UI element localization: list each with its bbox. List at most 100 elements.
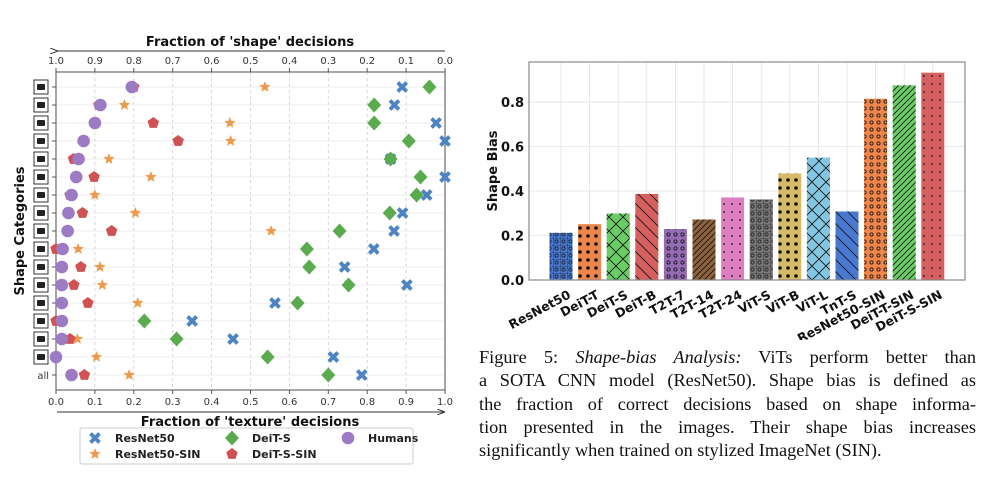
y-tick-label: 0.4 bbox=[501, 185, 524, 200]
x2-tick-label: 0.1 bbox=[398, 56, 414, 67]
y-tick-label: 0.0 bbox=[501, 274, 524, 289]
legend-marker-deit-s bbox=[225, 430, 239, 446]
caption-line: tion presented in the images. Their shap… bbox=[479, 416, 976, 437]
legend-marker-humans bbox=[341, 431, 355, 445]
data-point-deit-s bbox=[302, 259, 317, 275]
x-tick-label: 0.7 bbox=[320, 397, 336, 408]
data-point-deit-s bbox=[413, 169, 428, 185]
bar-deit-s-sin bbox=[921, 72, 945, 280]
bar-resnet50-sin bbox=[864, 98, 888, 281]
x-tick-label: 0.2 bbox=[126, 397, 142, 408]
caption-line: a SOTA CNN model (ResNet50). Shape bias … bbox=[479, 370, 976, 391]
dog-icon bbox=[33, 151, 49, 167]
x2-tick-label: 0.0 bbox=[437, 56, 453, 67]
caption-line: significantly when trained on stylized I… bbox=[479, 440, 882, 461]
data-point-deit-s bbox=[332, 223, 347, 239]
data-point-deit-s-sin bbox=[105, 225, 118, 236]
data-point-deit-s-sin bbox=[76, 207, 89, 218]
y-axis-label: Shape Categories bbox=[13, 166, 28, 295]
data-point-deit-s bbox=[382, 205, 397, 221]
data-point-resnet50-sin bbox=[225, 135, 237, 146]
data-point-resnet50-sin bbox=[118, 99, 131, 110]
data-point-deit-s bbox=[422, 79, 437, 95]
data-point-resnet50 bbox=[401, 279, 413, 291]
legend-label: ResNet50 bbox=[115, 432, 175, 445]
bar-resnet50 bbox=[549, 232, 573, 280]
legend-marker-resnet50 bbox=[89, 432, 101, 444]
data-point-resnet50-sin bbox=[103, 153, 115, 164]
x2-tick-label: 0.8 bbox=[126, 56, 142, 67]
data-point-resnet50 bbox=[338, 261, 351, 273]
data-point-resnet50 bbox=[227, 333, 239, 345]
bicycle-icon bbox=[33, 349, 49, 365]
boat-icon bbox=[33, 79, 49, 95]
x2-tick-label: 0.3 bbox=[320, 56, 336, 67]
data-point-resnet50 bbox=[396, 207, 409, 219]
data-point-resnet50 bbox=[388, 225, 400, 237]
bar-vit-s bbox=[749, 199, 773, 280]
data-point-humans bbox=[94, 98, 107, 112]
data-point-deit-s-sin bbox=[82, 297, 94, 308]
legend: ResNet50 ResNet50-SIN DeiT-S DeiT-S-SIN Huma… bbox=[79, 427, 419, 465]
y-tick-label: 0.2 bbox=[501, 230, 524, 245]
data-point-humans bbox=[55, 314, 69, 328]
figure-caption: Figure 5: Shape-bias Analysis: ViTs perf… bbox=[479, 346, 976, 462]
x2-tick-label: 0.2 bbox=[359, 56, 375, 67]
data-point-deit-s bbox=[299, 241, 314, 257]
legend-label: ResNet50-SIN bbox=[115, 448, 201, 461]
bar-vit-b bbox=[778, 173, 802, 280]
data-point-deit-s bbox=[367, 97, 382, 113]
data-point-humans bbox=[56, 242, 69, 256]
data-point-humans bbox=[125, 80, 139, 94]
data-point-humans bbox=[55, 278, 69, 292]
data-point-deit-s bbox=[321, 367, 336, 383]
data-point-resnet50 bbox=[355, 369, 368, 381]
data-point-humans bbox=[72, 152, 85, 166]
data-point-resnet50 bbox=[420, 189, 433, 201]
data-point-resnet50 bbox=[388, 99, 401, 111]
x2-tick-label: 0.9 bbox=[87, 56, 103, 67]
data-point-deit-s bbox=[260, 349, 275, 365]
caption-line: the fraction of correct decisions based … bbox=[479, 393, 976, 414]
x2-tick-label: 0.6 bbox=[204, 56, 220, 67]
truck-icon bbox=[33, 259, 49, 275]
caption-title: Shape-bias Analysis: bbox=[575, 347, 742, 367]
data-point-humans bbox=[65, 368, 78, 382]
data-point-deit-s-sin bbox=[68, 279, 80, 290]
data-point-deit-s-sin bbox=[172, 135, 184, 146]
data-point-resnet50-sin bbox=[259, 81, 271, 92]
legend-label: DeiT-S bbox=[252, 432, 291, 445]
bar-deit-t-sin bbox=[892, 85, 916, 280]
x2-tick-label: 0.5 bbox=[243, 56, 259, 67]
chair-icon bbox=[33, 277, 49, 293]
bar-t2t-24 bbox=[721, 197, 745, 280]
shape-bias-bar-chart: Shape Bias 0.00.20.40.60.8ResNet50DeiT-T… bbox=[486, 61, 966, 340]
data-point-resnet50 bbox=[439, 135, 451, 147]
data-point-deit-s bbox=[409, 187, 424, 203]
caption-line: Figure 5: Shape-bias Analysis: ViTs perf… bbox=[479, 346, 976, 369]
x-tick-label: 0.6 bbox=[281, 397, 297, 408]
data-point-resnet50 bbox=[430, 117, 442, 129]
bar-deit-t bbox=[578, 224, 602, 280]
x-tick-label: 0.9 bbox=[398, 397, 414, 408]
legend-marker-resnet50-sin bbox=[89, 448, 101, 459]
bottle-icon bbox=[33, 331, 49, 347]
x-tick-label: 0.8 bbox=[359, 397, 375, 408]
x-tick-label: 0.4 bbox=[204, 397, 220, 408]
legend-marker-deit-s-sin bbox=[226, 448, 238, 459]
bottom-axis-label: Fraction of 'texture' decisions bbox=[141, 415, 360, 430]
car-icon bbox=[33, 295, 49, 311]
bar-deit-b bbox=[635, 193, 659, 280]
caption-text: ViTs perform better than bbox=[741, 347, 976, 367]
data-point-resnet50-sin bbox=[96, 279, 108, 290]
x-tick-label: 0.0 bbox=[48, 397, 64, 408]
keyboard-icon bbox=[33, 223, 49, 239]
data-point-deit-s-sin bbox=[75, 261, 87, 272]
data-point-deit-s bbox=[383, 151, 398, 167]
bar-t2t-14 bbox=[692, 219, 716, 280]
data-point-resnet50-sin bbox=[265, 225, 277, 236]
data-point-humans bbox=[65, 188, 78, 202]
data-point-deit-s bbox=[290, 295, 305, 311]
data-point-resnet50-sin bbox=[89, 189, 101, 200]
data-point-resnet50-sin bbox=[72, 243, 84, 254]
